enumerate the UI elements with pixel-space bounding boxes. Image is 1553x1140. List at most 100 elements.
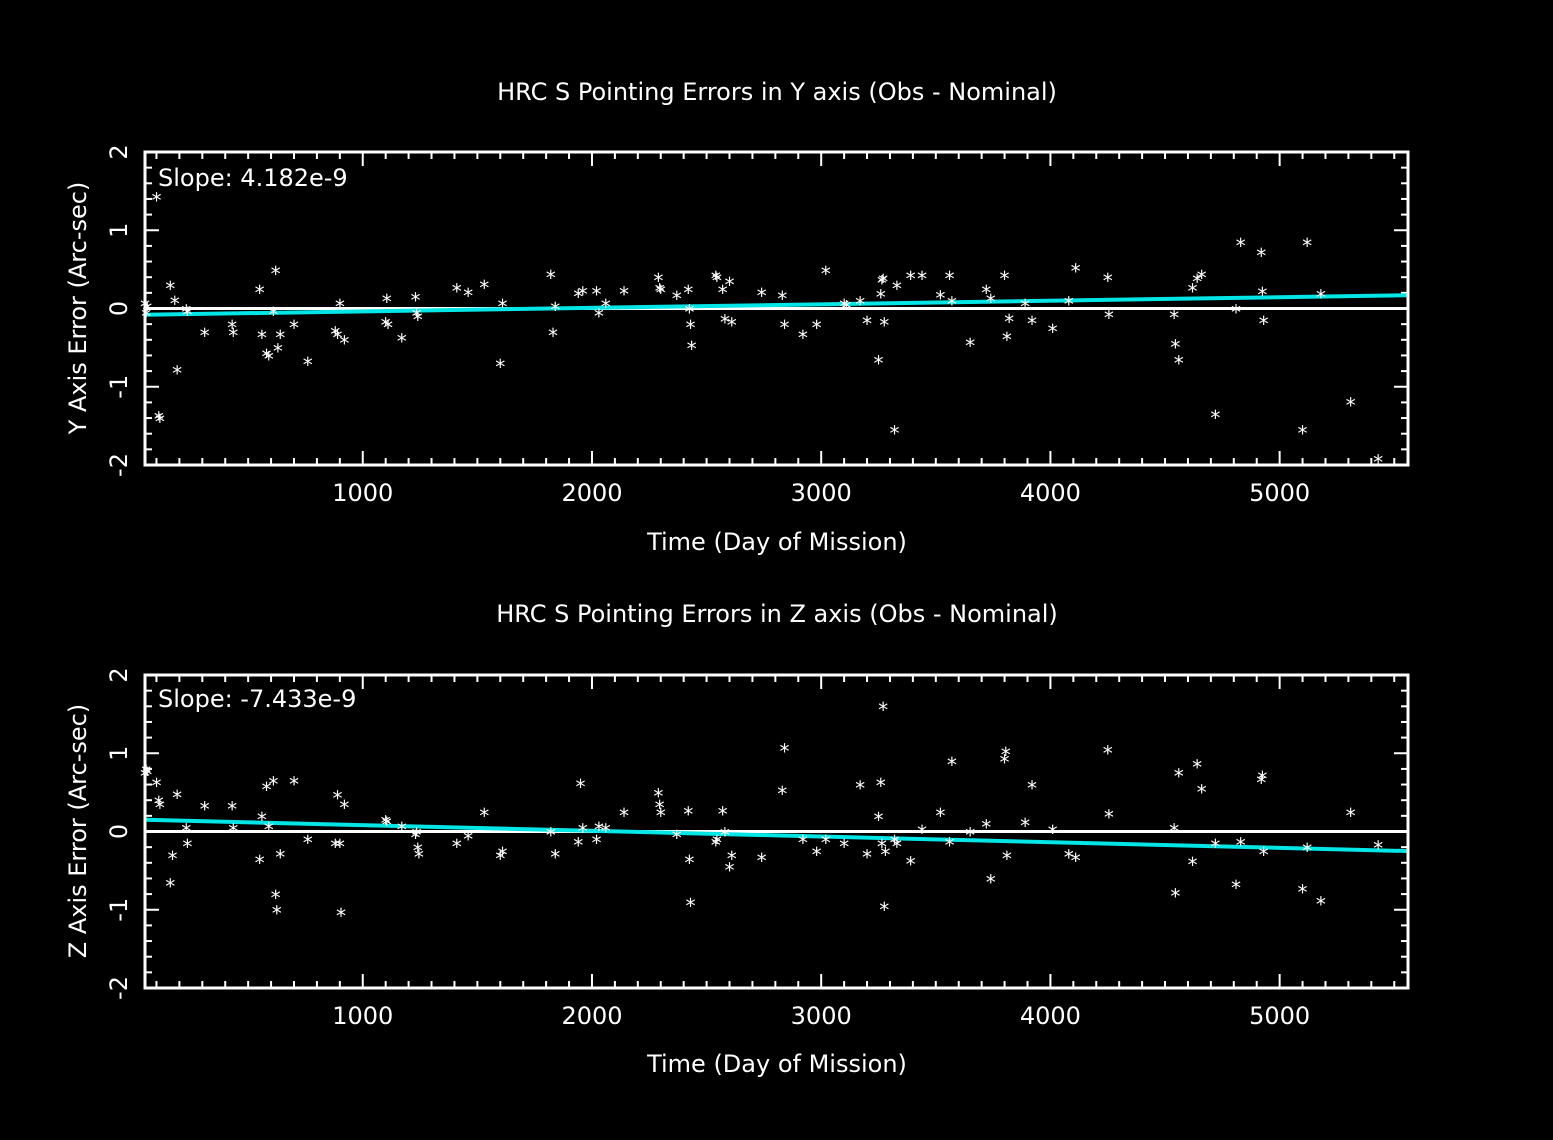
data-point: *: [332, 326, 344, 350]
data-point: *: [1256, 767, 1268, 791]
data-point: *: [1001, 847, 1013, 871]
data-point: *: [462, 284, 474, 308]
x-tick-label: 5000: [1249, 479, 1310, 507]
data-point: *: [1102, 269, 1114, 293]
data-point: *: [180, 300, 192, 324]
axis-ticks: 1000 2000 3000 4000 5000 -2 -1 0 1 2: [105, 667, 1408, 1030]
data-point: *: [497, 295, 509, 319]
data-point: *: [820, 831, 832, 855]
data-point: *: [381, 290, 393, 314]
data-point: *: [778, 316, 790, 340]
data-point: *: [1230, 300, 1242, 324]
data-point: *: [572, 834, 584, 858]
data-point: *: [876, 271, 888, 295]
data-point: *: [946, 293, 958, 317]
data-point: *: [412, 308, 424, 332]
data-point: *: [267, 303, 279, 327]
data-point: *: [451, 835, 463, 859]
x-tick-label: 2000: [561, 479, 622, 507]
y-tick-label: 1: [105, 746, 133, 761]
data-point: *: [181, 835, 193, 859]
data-point: *: [756, 284, 768, 308]
data-point: *: [964, 823, 976, 847]
data-point: *: [878, 314, 890, 338]
data-point: *: [271, 902, 283, 926]
data-point: *: [409, 289, 421, 313]
data-point: *: [260, 778, 272, 802]
data-point: *: [916, 267, 928, 291]
data-point: *: [820, 262, 832, 286]
data-point: *: [270, 886, 282, 910]
data-point: *: [1209, 406, 1221, 430]
data-point: *: [1102, 741, 1114, 765]
data-point: *: [334, 835, 346, 859]
data-point: *: [726, 314, 738, 338]
data-point: *: [577, 820, 589, 844]
data-point: *: [256, 326, 268, 350]
data-point: *: [1070, 849, 1082, 873]
data-point: *: [600, 295, 612, 319]
data-point: *: [267, 773, 279, 797]
data-point: *: [270, 262, 282, 286]
data-point: *: [891, 277, 903, 301]
x-axis-label: Time (Day of Mission): [646, 1050, 907, 1078]
y-tick-label: -1: [105, 375, 133, 399]
data-point: *: [164, 277, 176, 301]
data-point: *: [1063, 845, 1075, 869]
data-point: *: [1173, 765, 1185, 789]
data-point: *: [655, 804, 667, 828]
data-point: *: [797, 831, 809, 855]
data-point: *: [944, 267, 956, 291]
data-point: *: [574, 775, 586, 799]
fit-line: [144, 817, 1409, 854]
data-point: *: [411, 823, 423, 847]
data-point: *: [1372, 451, 1384, 475]
data-point: *: [199, 324, 211, 348]
data-point: *: [1256, 283, 1268, 307]
data-point: *: [335, 904, 347, 928]
data-point: *: [872, 351, 884, 375]
data-point: *: [683, 300, 695, 324]
x-tick-label: 1000: [332, 1002, 393, 1030]
data-point: *: [980, 816, 992, 840]
data-point: *: [671, 826, 683, 850]
data-point: *: [227, 324, 239, 348]
trend-fit-line: [144, 817, 1409, 854]
data-point: *: [1026, 776, 1038, 800]
data-point: *: [685, 894, 697, 918]
data-point: *: [875, 286, 887, 310]
data-point: *: [1230, 876, 1242, 900]
data-point: *: [451, 279, 463, 303]
y-tick-label: -1: [105, 898, 133, 922]
data-point: *: [1168, 306, 1180, 330]
data-point: *: [854, 293, 866, 317]
data-point: *: [711, 831, 723, 855]
data-point: *: [141, 298, 153, 322]
data-point: *: [181, 303, 193, 327]
data-point: *: [1103, 805, 1115, 829]
data-point: *: [302, 831, 314, 855]
data-point: *: [710, 267, 722, 291]
plot-frame: [143, 673, 1410, 990]
chart-title: HRC S Pointing Errors in Z axis (Obs - N…: [496, 600, 1058, 628]
y-tick-label: -2: [105, 976, 133, 1000]
data-point: *: [164, 874, 176, 898]
data-point: *: [413, 845, 425, 869]
data-point: *: [154, 410, 166, 434]
data-point: *: [591, 831, 603, 855]
data-point: *: [717, 802, 729, 826]
data-point: *: [875, 774, 887, 798]
data-point: *: [682, 802, 694, 826]
fit-line: [144, 293, 1409, 317]
data-point: *: [889, 422, 901, 446]
data-point: *: [254, 851, 266, 875]
data-point: *: [274, 845, 286, 869]
data-point: *: [171, 361, 183, 385]
x-tick-label: 2000: [561, 1002, 622, 1030]
data-point: *: [905, 852, 917, 876]
data-point: *: [654, 796, 666, 820]
y-tick-label: 0: [105, 301, 133, 316]
data-point: *: [905, 267, 917, 291]
data-point: *: [288, 773, 300, 797]
data-point: *: [256, 808, 268, 832]
